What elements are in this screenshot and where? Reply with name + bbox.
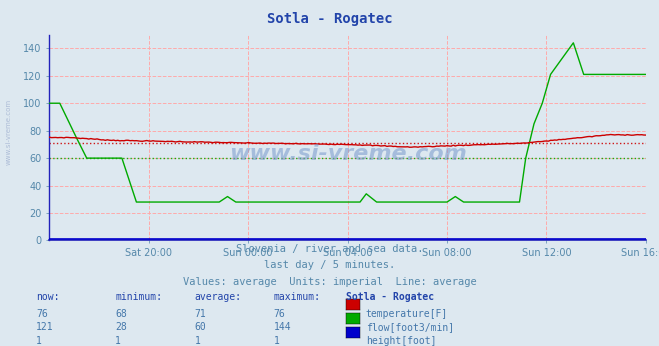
Text: average:: average:	[194, 292, 241, 302]
Text: 1: 1	[115, 336, 121, 346]
Text: 76: 76	[36, 309, 48, 319]
Text: 76: 76	[273, 309, 285, 319]
Text: last day / 5 minutes.: last day / 5 minutes.	[264, 260, 395, 270]
Text: www.si-vreme.com: www.si-vreme.com	[229, 144, 467, 164]
Text: 68: 68	[115, 309, 127, 319]
Text: temperature[F]: temperature[F]	[366, 309, 448, 319]
Text: 121: 121	[36, 322, 54, 333]
Text: Sotla - Rogatec: Sotla - Rogatec	[267, 12, 392, 26]
Text: maximum:: maximum:	[273, 292, 320, 302]
Text: 60: 60	[194, 322, 206, 333]
Text: 144: 144	[273, 322, 291, 333]
Text: Values: average  Units: imperial  Line: average: Values: average Units: imperial Line: av…	[183, 277, 476, 287]
Text: 1: 1	[194, 336, 200, 346]
Text: minimum:: minimum:	[115, 292, 162, 302]
Text: 1: 1	[273, 336, 279, 346]
Text: 28: 28	[115, 322, 127, 333]
Text: flow[foot3/min]: flow[foot3/min]	[366, 322, 454, 333]
Text: 71: 71	[194, 309, 206, 319]
Text: Slovenia / river and sea data.: Slovenia / river and sea data.	[236, 244, 423, 254]
Text: www.si-vreme.com: www.si-vreme.com	[5, 98, 11, 165]
Text: 1: 1	[36, 336, 42, 346]
Text: height[foot]: height[foot]	[366, 336, 436, 346]
Text: now:: now:	[36, 292, 60, 302]
Text: Sotla - Rogatec: Sotla - Rogatec	[346, 292, 434, 302]
